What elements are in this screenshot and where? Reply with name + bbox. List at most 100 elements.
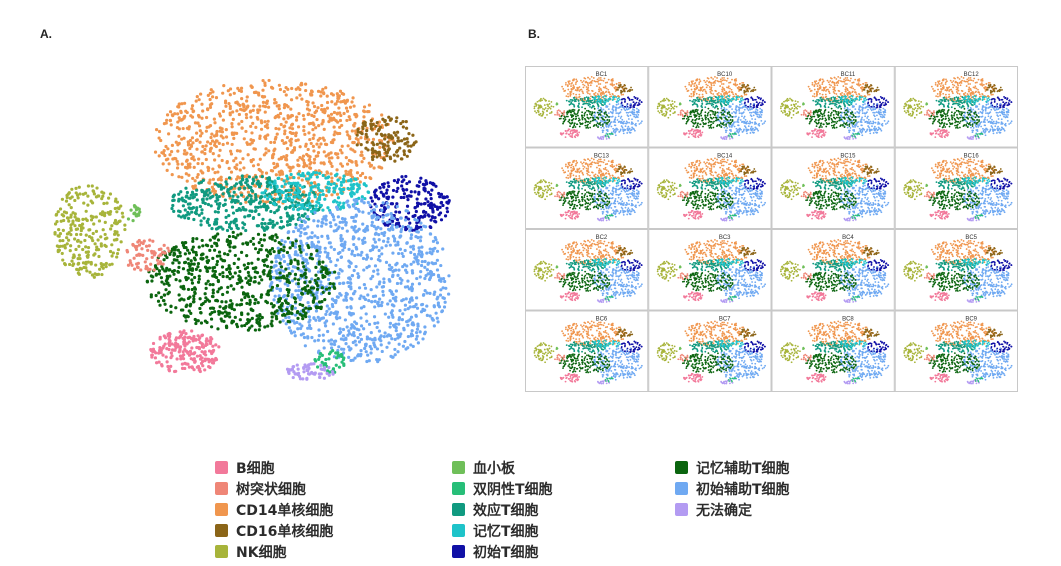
data-point (256, 163, 260, 167)
data-point (210, 226, 214, 231)
data-point (79, 232, 83, 237)
data-point (597, 83, 600, 85)
data-point (213, 236, 217, 240)
data-point (163, 336, 168, 340)
data-point (194, 192, 198, 197)
data-point (299, 273, 303, 277)
data-point (188, 264, 192, 269)
data-point (213, 121, 217, 125)
data-point (195, 365, 199, 369)
data-point (266, 273, 270, 277)
data-point (343, 318, 348, 322)
data-point (254, 298, 258, 302)
data-point (184, 152, 188, 156)
data-point (401, 344, 405, 348)
data-point (81, 261, 86, 265)
data-point (194, 250, 198, 255)
data-point (159, 295, 164, 299)
data-point (316, 315, 320, 319)
data-point (88, 270, 92, 274)
data-point (386, 240, 390, 244)
data-point (211, 256, 215, 260)
data-point (191, 110, 195, 114)
data-point (284, 322, 288, 326)
data-point (350, 273, 354, 278)
data-point (321, 91, 326, 95)
data-point (195, 94, 199, 99)
data-point (225, 238, 230, 242)
data-point (285, 147, 290, 151)
data-point (324, 319, 329, 323)
data-point (266, 289, 271, 293)
data-point (612, 96, 615, 98)
data-point (581, 106, 583, 109)
data-point (429, 218, 433, 222)
data-point (206, 165, 210, 169)
data-point (166, 147, 170, 151)
data-point (236, 102, 240, 106)
data-point (408, 305, 412, 309)
data-point (334, 223, 338, 227)
data-point (348, 277, 352, 281)
data-point (167, 343, 172, 348)
data-point (174, 369, 178, 373)
data-point (363, 228, 367, 232)
data-point (414, 330, 419, 335)
data-point (272, 303, 276, 308)
data-point (221, 142, 225, 147)
data-point (141, 241, 145, 246)
data-point (329, 346, 334, 350)
data-point (356, 272, 360, 276)
data-point (315, 117, 319, 122)
data-point (286, 278, 290, 282)
data-point (356, 275, 360, 279)
data-point (340, 226, 345, 230)
data-point (250, 324, 254, 328)
data-point (265, 301, 269, 305)
data-point (424, 274, 428, 278)
data-point (252, 179, 256, 183)
data-point (417, 201, 421, 206)
data-point (179, 190, 183, 194)
data-point (230, 142, 234, 147)
data-point (360, 150, 364, 154)
data-point (250, 316, 254, 320)
data-point (366, 353, 370, 357)
data-point (222, 84, 226, 88)
data-point (259, 205, 263, 209)
data-point (211, 274, 215, 278)
data-point (240, 312, 244, 317)
data-point (363, 121, 367, 125)
data-point (298, 217, 302, 222)
data-point (380, 252, 384, 256)
data-point (447, 199, 451, 203)
data-point (277, 107, 281, 111)
data-point (342, 245, 347, 250)
data-point (224, 180, 228, 184)
panel-a-label: A. (40, 27, 52, 41)
data-point (166, 364, 170, 369)
data-point (182, 329, 186, 333)
data-point (335, 258, 340, 262)
data-point (347, 355, 351, 359)
data-point (263, 325, 267, 329)
data-point (95, 245, 99, 249)
data-point (396, 350, 400, 354)
data-point (397, 210, 402, 214)
data-point (415, 197, 419, 201)
data-point (176, 269, 180, 274)
data-point (157, 291, 161, 295)
data-point (419, 250, 424, 254)
data-point (382, 277, 386, 281)
cluster-双阴性T细胞 (313, 349, 346, 375)
data-point (336, 94, 340, 98)
data-point (362, 105, 367, 109)
data-point (244, 276, 248, 280)
data-point (394, 295, 398, 299)
data-point (169, 351, 173, 355)
data-point (351, 186, 355, 191)
data-point (184, 109, 188, 113)
data-point (225, 228, 230, 233)
data-point (401, 254, 405, 258)
data-point (198, 354, 202, 358)
